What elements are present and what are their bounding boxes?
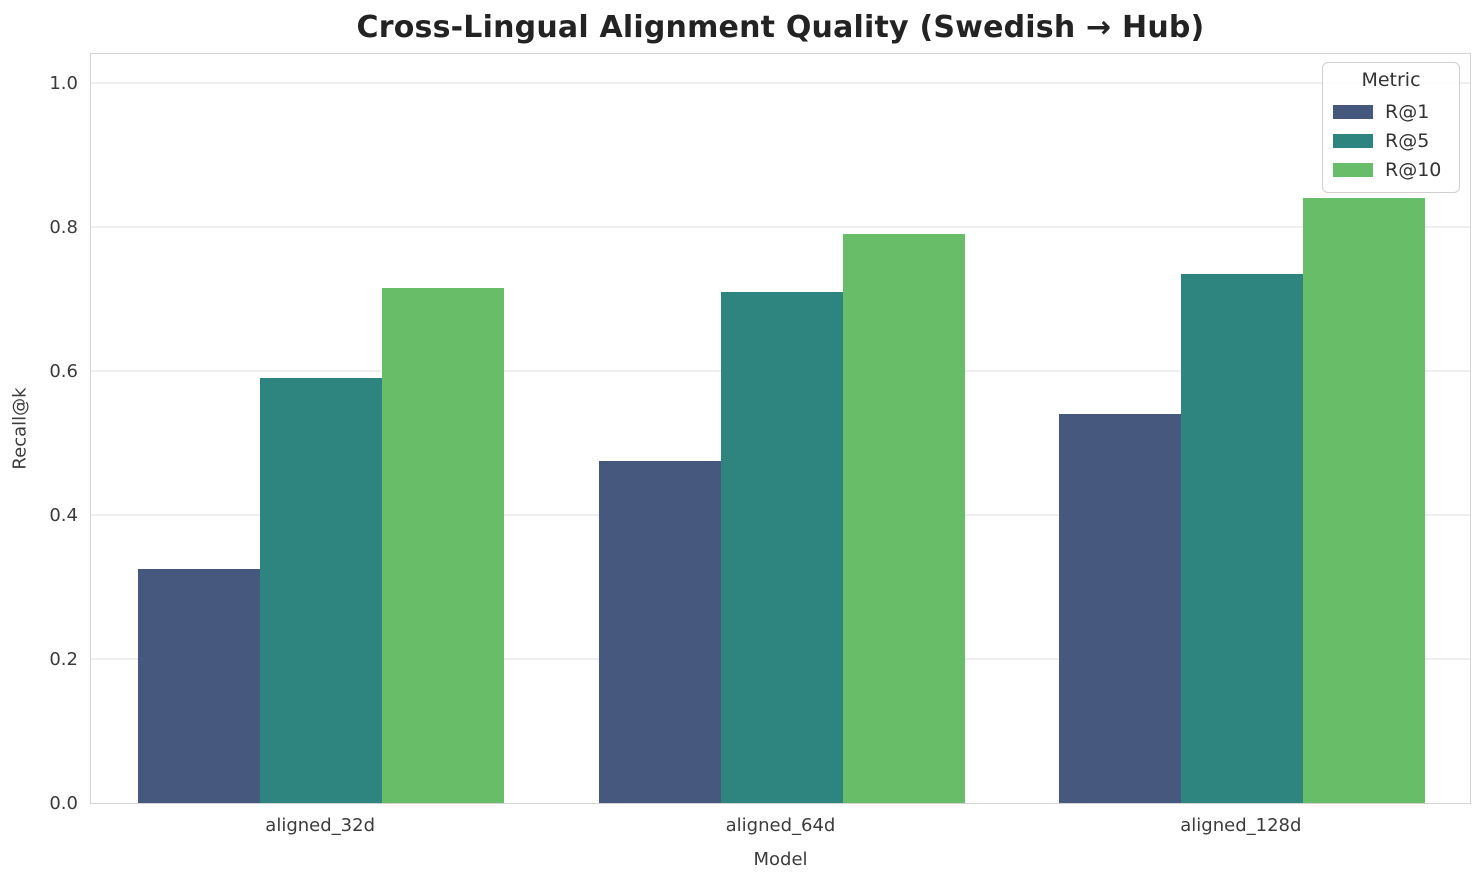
bar-aligned_32d-R@5 (260, 378, 383, 803)
x-tick-label: aligned_32d (265, 815, 375, 836)
plot-area (90, 53, 1471, 804)
bar-aligned_128d-R@5 (1180, 273, 1303, 803)
y-tick-label: 1.0 (49, 73, 78, 95)
y-tick-label: 0.4 (49, 505, 78, 526)
y-tick-label: 0.0 (49, 793, 78, 814)
gridline (91, 82, 1470, 85)
legend-swatch (1333, 133, 1373, 148)
x-tick-label: aligned_64d (725, 815, 836, 836)
legend-item: R@1 (1323, 97, 1459, 126)
bar-aligned_32d-R@10 (382, 288, 505, 803)
legend-swatch (1333, 104, 1373, 119)
legend-items: R@1 R@5 R@10 (1323, 97, 1459, 184)
x-axis-label: Model (753, 849, 808, 870)
bar-aligned_32d-R@1 (138, 569, 261, 803)
y-tick-label: 0.6 (49, 361, 78, 383)
bar-aligned_128d-R@1 (1058, 414, 1181, 803)
bar-aligned_128d-R@10 (1302, 198, 1425, 803)
y-tick-label: 0.8 (49, 217, 78, 239)
legend-item-label: R@5 (1385, 129, 1430, 152)
legend-swatch (1333, 162, 1373, 177)
y-tick-label: 0.2 (49, 649, 78, 670)
legend-item: R@10 (1323, 155, 1459, 184)
chart-title: Cross-Lingual Alignment Quality (Swedish… (356, 10, 1205, 45)
y-axis-label: Recall@k (9, 387, 31, 470)
x-tick-label: aligned_128d (1180, 815, 1302, 836)
legend: Metric R@1 R@5 R@10 (1322, 62, 1460, 193)
bar-aligned_64d-R@5 (720, 291, 843, 803)
legend-title: Metric (1361, 69, 1421, 91)
legend-item-label: R@1 (1385, 100, 1430, 123)
bar-aligned_64d-R@10 (842, 234, 965, 803)
bar-aligned_64d-R@1 (598, 461, 721, 803)
legend-item-label: R@10 (1385, 158, 1442, 181)
gridline (91, 226, 1470, 229)
legend-item: R@5 (1323, 126, 1459, 155)
